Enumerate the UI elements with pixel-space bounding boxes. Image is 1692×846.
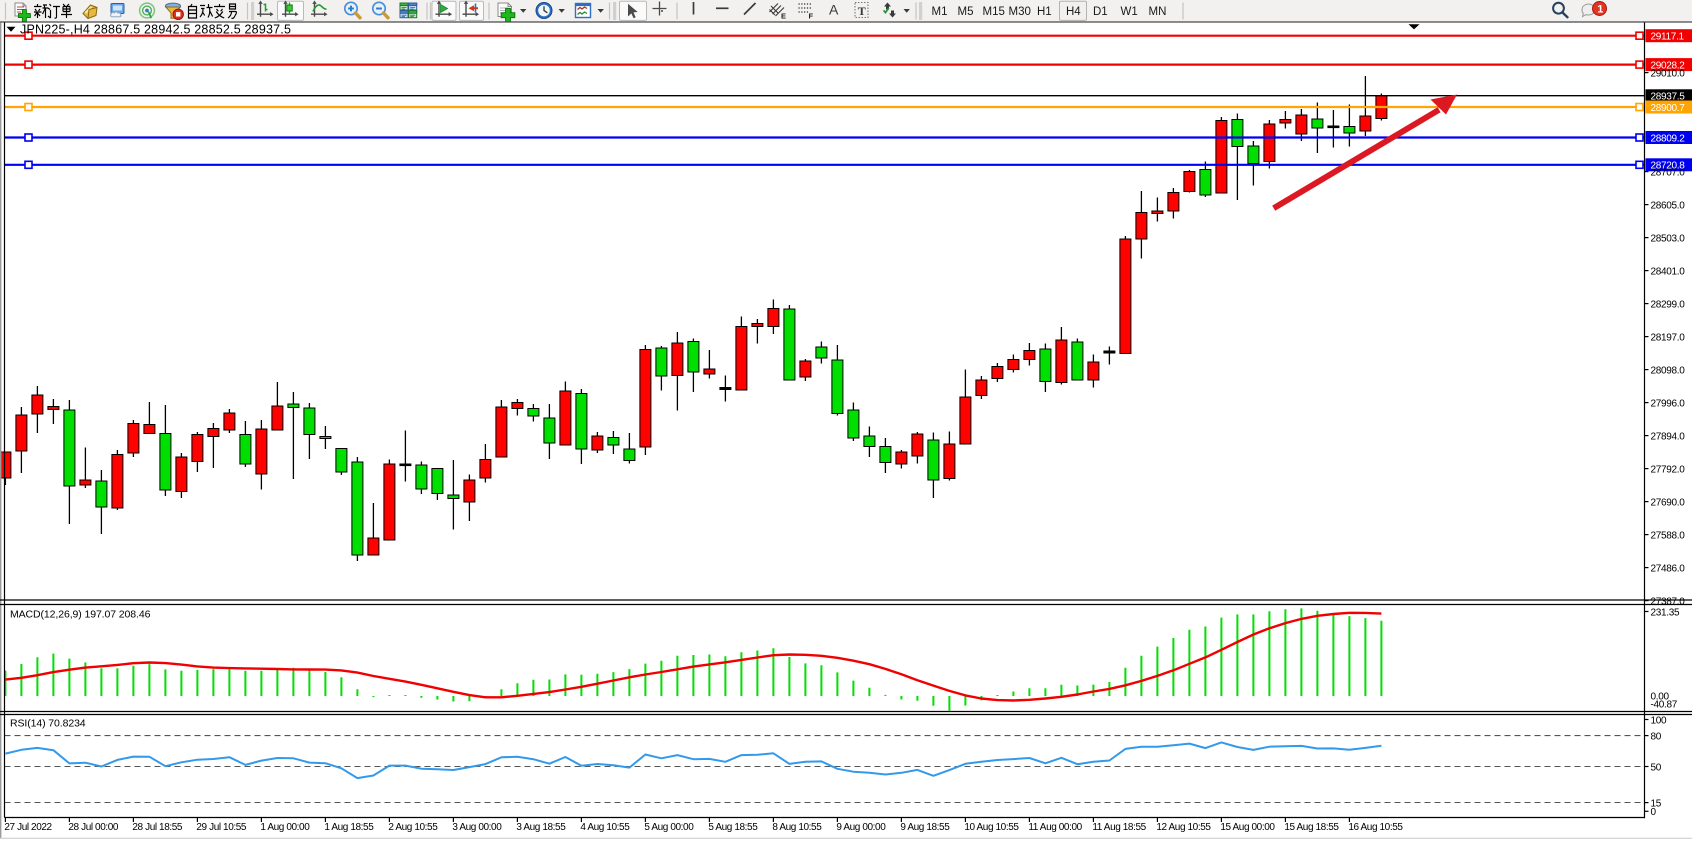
svg-text:2 Aug 10:55: 2 Aug 10:55 [388,822,438,833]
svg-text:1 Aug 00:00: 1 Aug 00:00 [260,822,310,833]
svg-text:29 Jul 10:55: 29 Jul 10:55 [196,822,247,833]
svg-text:28299.0: 28299.0 [1651,299,1686,310]
svg-text:27894.0: 27894.0 [1651,431,1686,442]
svg-text:1 Aug 18:55: 1 Aug 18:55 [324,822,374,833]
svg-text:100: 100 [1651,715,1668,726]
svg-text:28401.0: 28401.0 [1651,266,1686,277]
svg-text:3 Aug 18:55: 3 Aug 18:55 [516,822,566,833]
svg-text:29028.2: 29028.2 [1651,60,1686,71]
svg-text:8 Aug 10:55: 8 Aug 10:55 [772,822,822,833]
svg-text:28605.0: 28605.0 [1651,200,1686,211]
svg-text:27996.0: 27996.0 [1651,398,1686,409]
svg-text:28098.0: 28098.0 [1651,365,1686,376]
svg-text:MACD(12,26,9) 197.07 208.46: MACD(12,26,9) 197.07 208.46 [10,609,151,621]
svg-text:11 Aug 18:55: 11 Aug 18:55 [1092,822,1146,833]
svg-text:28937.5: 28937.5 [1651,92,1686,103]
svg-text:5 Aug 00:00: 5 Aug 00:00 [644,822,694,833]
svg-text:28809.2: 28809.2 [1651,133,1686,144]
svg-text:0: 0 [1651,807,1657,818]
svg-text:JPN225-,H4 28867.5 28942.5 28: JPN225-,H4 28867.5 28942.5 28852.5 28937… [20,23,291,37]
svg-text:15 Aug 18:55: 15 Aug 18:55 [1284,822,1339,833]
svg-text:28 Jul 18:55: 28 Jul 18:55 [132,822,183,833]
svg-text:11 Aug 00:00: 11 Aug 00:00 [1028,822,1082,833]
svg-text:50: 50 [1651,762,1662,773]
svg-text:231.35: 231.35 [1651,607,1681,618]
svg-text:27387.0: 27387.0 [1651,596,1686,607]
svg-text:28 Jul 00:00: 28 Jul 00:00 [68,822,119,833]
svg-text:29117.1: 29117.1 [1651,32,1685,43]
svg-text:28720.8: 28720.8 [1651,161,1686,172]
svg-text:27486.0: 27486.0 [1651,563,1686,574]
svg-text:9 Aug 00:00: 9 Aug 00:00 [836,822,886,833]
svg-text:9 Aug 18:55: 9 Aug 18:55 [900,822,950,833]
svg-text:80: 80 [1651,731,1662,742]
svg-text:16 Aug 10:55: 16 Aug 10:55 [1348,822,1403,833]
svg-text:27588.0: 27588.0 [1651,530,1686,541]
svg-text:RSI(14) 70.8234: RSI(14) 70.8234 [10,718,86,730]
svg-text:-40.87: -40.87 [1651,700,1678,711]
svg-text:5 Aug 18:55: 5 Aug 18:55 [708,822,758,833]
svg-text:4 Aug 10:55: 4 Aug 10:55 [580,822,630,833]
svg-text:28503.0: 28503.0 [1651,233,1686,244]
svg-text:3 Aug 00:00: 3 Aug 00:00 [452,822,502,833]
svg-text:12 Aug 10:55: 12 Aug 10:55 [1156,822,1211,833]
svg-text:28197.0: 28197.0 [1651,332,1686,343]
svg-text:28900.7: 28900.7 [1651,103,1686,114]
svg-text:27690.0: 27690.0 [1651,497,1686,508]
svg-text:15 Aug 00:00: 15 Aug 00:00 [1220,822,1275,833]
svg-text:27792.0: 27792.0 [1651,464,1686,475]
svg-text:10 Aug 10:55: 10 Aug 10:55 [964,822,1019,833]
svg-text:27 Jul 2022: 27 Jul 2022 [4,822,52,833]
